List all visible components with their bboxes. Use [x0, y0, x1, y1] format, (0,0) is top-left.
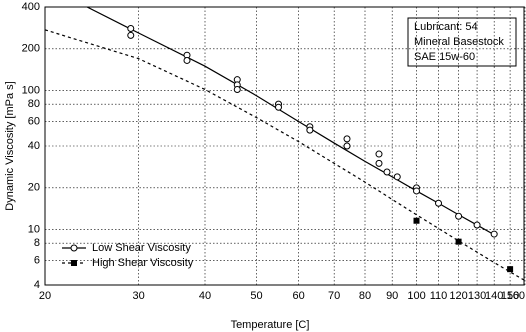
legend-marker: [70, 244, 78, 252]
curve: [45, 29, 525, 282]
annotation-box: [407, 17, 517, 67]
marker: [275, 103, 283, 111]
marker: [306, 126, 314, 134]
x-tick-label: 20: [39, 290, 51, 302]
annotation: SAE 15w-60: [414, 51, 475, 63]
plot-frame: [44, 6, 525, 286]
marker: [393, 173, 401, 181]
x-tick-label: 150: [501, 290, 519, 302]
annotation: Mineral Basestock: [414, 36, 504, 48]
marker: [473, 221, 481, 229]
y-tick-label: 100: [22, 85, 40, 97]
marker: [383, 168, 391, 176]
marker: [455, 238, 462, 245]
marker: [343, 135, 351, 143]
marker: [375, 159, 383, 167]
x-tick-label: 30: [132, 290, 144, 302]
x-tick-label: 40: [199, 290, 211, 302]
y-tick-label: 10: [28, 224, 40, 236]
y-tick-label: 80: [28, 98, 40, 110]
marker: [343, 142, 351, 150]
y-tick-label: 400: [22, 1, 40, 13]
legend-box: [56, 239, 226, 271]
x-tick-label: 140: [485, 290, 503, 302]
x-tick-label: 160: [507, 290, 525, 302]
marker: [127, 31, 135, 39]
legend-marker: [71, 260, 77, 266]
marker: [183, 56, 191, 64]
marker: [233, 85, 241, 93]
x-tick-label: 110: [430, 290, 448, 302]
x-axis-label: Temperature [C]: [231, 319, 310, 331]
marker: [413, 217, 420, 224]
y-tick-label: 8: [34, 237, 40, 249]
annotation: Lubricant: 54: [414, 21, 478, 33]
y-tick-label: 20: [28, 182, 40, 194]
x-tick-label: 80: [359, 290, 371, 302]
marker: [375, 150, 383, 158]
legend-label: High Shear Viscosity: [92, 257, 194, 269]
x-tick-label: 50: [250, 290, 262, 302]
marker: [127, 25, 135, 33]
y-tick-label: 4: [34, 279, 40, 291]
x-tick-label: 100: [407, 290, 425, 302]
x-tick-label: 120: [449, 290, 467, 302]
x-tick-label: 90: [386, 290, 398, 302]
x-tick-label: 130: [468, 290, 486, 302]
marker: [490, 230, 498, 238]
marker: [507, 266, 514, 273]
x-tick-label: 70: [328, 290, 340, 302]
marker: [435, 199, 443, 207]
marker: [413, 187, 421, 195]
y-axis-label: Dynamic Viscosity [mPa s]: [4, 81, 16, 210]
y-tick-label: 6: [34, 254, 40, 266]
y-tick-label: 40: [28, 140, 40, 152]
x-tick-label: 60: [292, 290, 304, 302]
y-tick-label: 200: [22, 43, 40, 55]
legend-label: Low Shear Viscosity: [92, 242, 191, 254]
y-tick-label: 60: [28, 115, 40, 127]
marker: [455, 212, 463, 220]
